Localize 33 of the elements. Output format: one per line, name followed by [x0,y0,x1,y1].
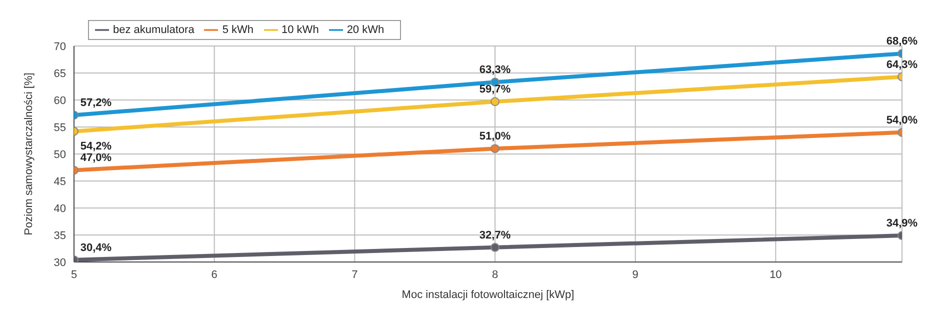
x-tick-label: 7 [352,268,358,281]
data-label: 59,7% [479,84,511,96]
data-label: 30,4% [80,242,112,254]
y-axis-title: Poziom samowystarczalności [%] [22,72,35,236]
x-tick-label: 5 [70,268,78,281]
data-label: 57,2% [80,97,112,110]
data-label: 63,3% [479,64,511,76]
x-tick-label: 6 [211,268,218,281]
legend-label: 20 kWh [346,24,384,36]
x-axis-title: Moc instalacji fotowoltaicznej [kWp] [402,289,574,301]
data-label: 51,0% [479,130,511,143]
y-tick-label: 35 [54,230,66,242]
data-label: 54,0% [886,114,918,126]
y-tick-label: 70 [54,40,66,53]
y-tick-label: 55 [54,122,66,134]
y-tick-label: 30 [54,256,66,269]
legend-label: 5 kWh [222,24,254,36]
data-label: 64,3% [886,58,918,71]
legend-label: bez akumulatora [113,24,194,36]
data-label: 47,0% [80,152,112,164]
legend-label: 10 kWh [282,24,319,36]
y-tick-label: 60 [54,94,66,107]
x-tick-label: 9 [632,268,638,281]
data-label: 32,7% [479,229,511,242]
x-tick-label: 10 [770,268,782,281]
data-label: 54,2% [80,140,112,152]
y-tick-label: 40 [54,202,66,215]
y-tick-label: 65 [54,68,66,80]
y-tick-label: 50 [54,148,66,161]
data-label: 68,6% [886,36,918,48]
y-tick-label: 45 [54,176,66,188]
x-tick-label: 8 [492,268,498,281]
data-label: 34,9% [886,218,918,230]
